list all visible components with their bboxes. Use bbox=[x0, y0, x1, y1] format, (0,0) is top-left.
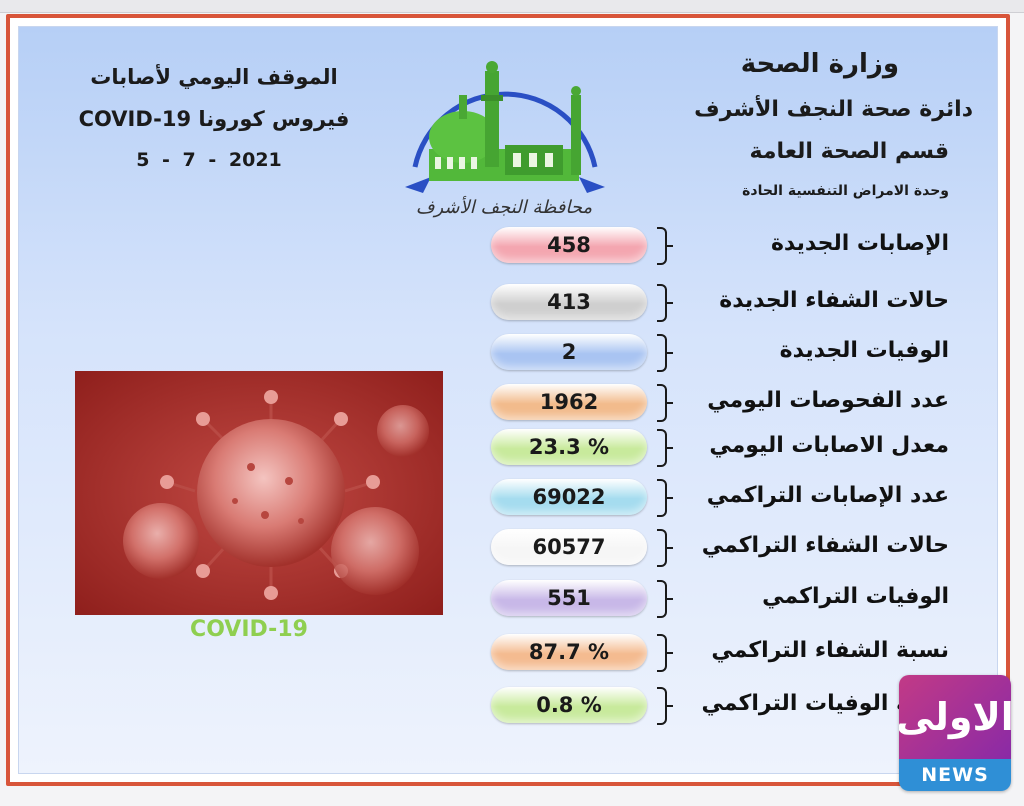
stat-value-pill: 551 bbox=[491, 580, 647, 616]
stat-brace bbox=[657, 334, 673, 372]
stat-row: 458 الإصابات الجديدة bbox=[19, 227, 997, 265]
stat-row: 413 حالات الشفاء الجديدة bbox=[19, 284, 997, 322]
report-date: 5 - 7 - 2021 bbox=[136, 149, 282, 171]
virus-caption: COVID-19 bbox=[190, 617, 308, 642]
stat-value-pill: 69022 bbox=[491, 479, 647, 515]
stat-label: حالات الشفاء الجديدة bbox=[719, 288, 949, 313]
news-label: NEWS bbox=[899, 759, 1011, 791]
stat-value-pill: 60577 bbox=[491, 529, 647, 565]
stat-value-pill: 413 bbox=[491, 284, 647, 320]
stat-row: 87.7 % نسبة الشفاء التراكمي bbox=[19, 634, 997, 672]
stat-label: الوفيات التراكمي bbox=[762, 584, 949, 609]
infographic-panel: وزارة الصحة دائرة صحة النجف الأشرف قسم ا… bbox=[18, 26, 1011, 791]
report-title: الموقف اليومي لأصابات bbox=[90, 65, 338, 89]
stat-value-pill: 87.7 % bbox=[491, 634, 647, 670]
stat-brace bbox=[657, 479, 673, 517]
stat-brace bbox=[657, 580, 673, 618]
infographic-frame: وزارة الصحة دائرة صحة النجف الأشرف قسم ا… bbox=[6, 14, 1011, 791]
stat-brace bbox=[657, 529, 673, 567]
stat-row: 60577 حالات الشفاء التراكمي bbox=[19, 529, 997, 567]
stat-label: الوفيات الجديدة bbox=[779, 338, 949, 363]
stat-row: 1962 عدد الفحوصات اليومي bbox=[19, 384, 997, 422]
stat-row: 69022 عدد الإصابات التراكمي bbox=[19, 479, 997, 517]
section-title: قسم الصحة العامة bbox=[749, 139, 949, 164]
stat-label: عدد الفحوصات اليومي bbox=[707, 388, 949, 413]
najaf-governorate-logo bbox=[405, 61, 605, 193]
department-title: دائرة صحة النجف الأشرف bbox=[694, 97, 973, 122]
stat-brace bbox=[657, 384, 673, 422]
stat-brace bbox=[657, 227, 673, 265]
stat-row: 551 الوفيات التراكمي bbox=[19, 580, 997, 618]
coronavirus-image bbox=[75, 371, 443, 615]
stat-brace bbox=[657, 687, 673, 725]
stat-row: 0.8 % نسبة الوفيات التراكمي bbox=[19, 687, 997, 725]
stat-brace bbox=[657, 429, 673, 467]
stat-brace bbox=[657, 634, 673, 672]
stat-label: نسبة الشفاء التراكمي bbox=[711, 638, 949, 663]
stat-value-pill: 458 bbox=[491, 227, 647, 263]
browser-top-strip bbox=[0, 0, 1024, 13]
news-badge: الاولى NEWS bbox=[899, 675, 1011, 791]
stat-value-pill: 1962 bbox=[491, 384, 647, 420]
ministry-title: وزارة الصحة bbox=[740, 49, 899, 79]
stat-label: معدل الاصابات اليومي bbox=[709, 433, 949, 458]
stat-label: عدد الإصابات التراكمي bbox=[706, 483, 949, 508]
stat-value-pill: 0.8 % bbox=[491, 687, 647, 723]
stat-value-pill: 23.3 % bbox=[491, 429, 647, 465]
stat-row: 23.3 % معدل الاصابات اليومي bbox=[19, 429, 997, 467]
stat-row: 2 الوفيات الجديدة bbox=[19, 334, 997, 372]
report-subtitle: فيروس كورونا COVID-19 bbox=[78, 107, 350, 131]
unit-title: وحدة الامراض التنفسية الحادة bbox=[742, 183, 949, 199]
stat-brace bbox=[657, 284, 673, 322]
stat-label: الإصابات الجديدة bbox=[770, 231, 949, 256]
news-brand-logo: الاولى bbox=[899, 675, 1011, 759]
stat-label: حالات الشفاء التراكمي bbox=[701, 533, 949, 558]
stat-value-pill: 2 bbox=[491, 334, 647, 370]
logo-calligraphy: محافظة النجف الأشرف bbox=[415, 197, 593, 218]
